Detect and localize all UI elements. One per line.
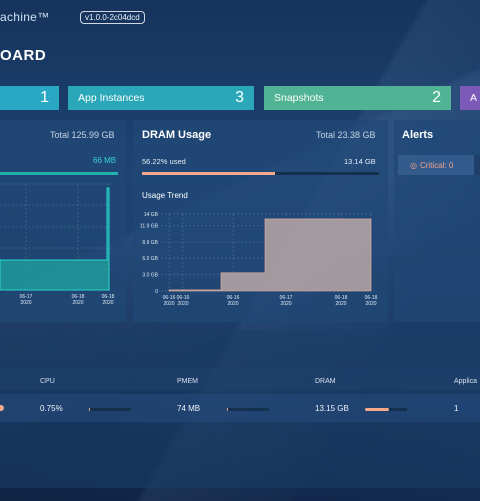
column-cpu: CPU bbox=[40, 378, 55, 385]
alert-icon: ◎ bbox=[410, 160, 417, 170]
x-tick-year: 2020 bbox=[163, 301, 174, 307]
y-tick-label: 8.9 GB bbox=[142, 240, 158, 246]
dram-usage-area bbox=[168, 218, 372, 292]
row-cpu: 0.75% bbox=[40, 404, 63, 413]
dram-used-percent: 56.22% used bbox=[142, 157, 186, 166]
pmem-bar bbox=[227, 408, 269, 411]
x-tick-year: 2020 bbox=[227, 301, 238, 307]
x-tick-year: 2020 bbox=[177, 301, 188, 307]
tile-label: Snapshots bbox=[274, 92, 324, 104]
version-badge: v1.0.0-2c04dcd bbox=[80, 11, 145, 24]
pmem-usage-area bbox=[0, 187, 110, 291]
row-applications: 1 bbox=[454, 404, 459, 413]
table-header bbox=[0, 368, 480, 390]
x-tick-year: 2020 bbox=[72, 300, 83, 306]
tile-count: 2 bbox=[432, 89, 441, 106]
dram-title: DRAM Usage bbox=[142, 129, 212, 141]
x-tick-label: 06-18 bbox=[72, 294, 85, 300]
summary-tile-app-instances[interactable]: App Instances 3 bbox=[68, 86, 254, 110]
x-tick-year: 2020 bbox=[20, 300, 31, 306]
x-tick-label: 06-18 bbox=[102, 294, 115, 300]
column-dram: DRAM bbox=[315, 378, 336, 385]
tile-count: 1 bbox=[40, 89, 49, 106]
alerts-tab-next[interactable] bbox=[474, 155, 480, 175]
x-tick-label: 06-17 bbox=[20, 294, 33, 300]
alerts-panel: Alerts bbox=[394, 120, 480, 322]
row-dram: 13.15 GB bbox=[315, 404, 349, 413]
x-tick-year: 2020 bbox=[335, 301, 346, 307]
tile-label: App Instances bbox=[78, 92, 145, 104]
dram-used-amount: 13.14 GB bbox=[344, 157, 376, 166]
usage-trend-title: Usage Trend bbox=[142, 191, 188, 200]
pmem-total: Total 125.99 GB bbox=[50, 130, 115, 140]
dram-bar bbox=[365, 408, 407, 411]
x-tick-label: 06-18 bbox=[335, 295, 348, 301]
x-tick-label: 06-18 bbox=[365, 295, 378, 301]
y-tick-label: 14 GB bbox=[144, 212, 159, 218]
pmem-used: 66 MB bbox=[93, 156, 117, 165]
pmem-usage-bar bbox=[0, 172, 118, 175]
dram-usage-track bbox=[142, 172, 379, 175]
x-tick-label: 06-16 bbox=[227, 295, 240, 301]
page-title: OARD bbox=[0, 47, 47, 64]
cpu-bar bbox=[89, 408, 131, 411]
pmem-panel: Total 125.99 GB 66 MB 06-17 2020 06-18 2020… bbox=[0, 120, 126, 322]
summary-tile-more[interactable]: A bbox=[460, 86, 480, 110]
row-pmem: 74 MB bbox=[177, 404, 201, 413]
dram-panel: DRAM Usage Total 23.38 GB 56.22% used 13… bbox=[133, 120, 388, 322]
x-tick-label: 06-16 bbox=[163, 295, 176, 301]
x-tick-label: 06-16 bbox=[177, 295, 190, 301]
dram-usage-fill bbox=[142, 172, 276, 175]
x-tick-year: 2020 bbox=[102, 300, 113, 306]
y-tick-label: 6.0 GB bbox=[142, 256, 158, 262]
column-applications: Applica bbox=[454, 378, 477, 385]
x-tick-year: 2020 bbox=[365, 301, 376, 307]
column-pmem: PMEM bbox=[177, 378, 198, 385]
summary-tile-snapshots[interactable]: Snapshots 2 bbox=[264, 86, 451, 110]
x-tick-label: 06-17 bbox=[280, 295, 293, 301]
tile-label: A bbox=[470, 92, 478, 104]
row-indicator bbox=[0, 405, 4, 411]
y-tick-label: 11.9 GB bbox=[140, 224, 159, 230]
critical-count: Critical: 0 bbox=[419, 160, 454, 170]
alerts-title: Alerts bbox=[402, 129, 434, 141]
critical-alerts-tab[interactable]: ◎ Critical: 0 bbox=[398, 155, 474, 175]
summary-tile-hosts[interactable]: 1 bbox=[0, 86, 59, 110]
x-tick-year: 2020 bbox=[280, 301, 291, 307]
dram-total: Total 23.38 GB bbox=[316, 130, 376, 140]
app-name: achine™ bbox=[0, 10, 50, 24]
y-tick-label: 3.0 GB bbox=[142, 273, 158, 279]
tile-count: 3 bbox=[235, 89, 244, 106]
dram-bar-fill bbox=[365, 408, 389, 411]
y-tick-label: 0 bbox=[155, 289, 158, 295]
